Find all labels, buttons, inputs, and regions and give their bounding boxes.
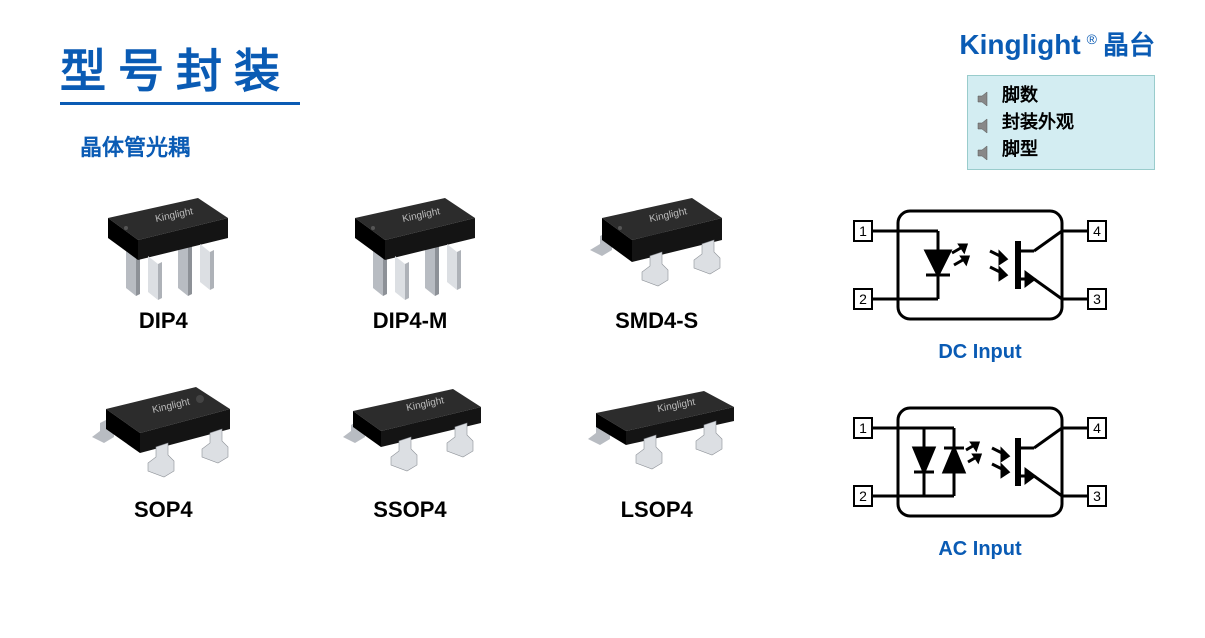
svg-text:1: 1: [859, 223, 867, 239]
package-label: SSOP4: [373, 497, 446, 523]
package-label: SMD4-S: [615, 308, 698, 334]
title-underline: [60, 102, 300, 105]
package-grid: Kinglight DIP4 Kinglight DIP4-M: [60, 170, 760, 523]
speaker-icon: [976, 88, 994, 104]
svg-text:1: 1: [859, 420, 867, 436]
package-render-ssop4: Kinglight: [325, 359, 495, 489]
speaker-icon: [976, 115, 994, 131]
circuit-ac: 1 2 4 3: [810, 392, 1150, 561]
brand-english: Kinglight: [959, 29, 1080, 61]
package-render-dip4: Kinglight: [78, 170, 248, 300]
brand-logo: Kinglight ® 晶台: [959, 25, 1155, 62]
circuit-area: 1 2 4 3: [810, 195, 1150, 589]
svg-text:3: 3: [1093, 291, 1101, 307]
package-cell-smd4s: Kinglight SMD4-S: [553, 170, 760, 334]
page-title: 型号封装: [60, 35, 292, 109]
brand-registered: ®: [1087, 31, 1097, 47]
svg-text:2: 2: [859, 488, 867, 504]
circuit-diagram-ac: 1 2 4 3: [850, 392, 1110, 532]
package-render-dip4m: Kinglight: [325, 170, 495, 300]
circuit-dc: 1 2 4 3: [810, 195, 1150, 364]
package-render-sop4: Kinglight: [78, 359, 248, 489]
package-cell-sop4: Kinglight SOP4: [60, 359, 267, 523]
svg-text:2: 2: [859, 291, 867, 307]
legend-label: 封装外观: [1002, 109, 1074, 136]
subtitle: 晶体管光耦: [80, 130, 190, 162]
package-label: DIP4-M: [373, 308, 448, 334]
legend-box: 脚数 封装外观 脚型: [967, 75, 1155, 170]
legend-row-leadtype: 脚型: [976, 136, 1146, 163]
package-label: LSOP4: [621, 497, 693, 523]
package-cell-dip4m: Kinglight DIP4-M: [307, 170, 514, 334]
package-label: SOP4: [134, 497, 193, 523]
package-label: DIP4: [139, 308, 188, 334]
package-cell-dip4: Kinglight DIP4: [60, 170, 267, 334]
svg-text:3: 3: [1093, 488, 1101, 504]
brand-chinese: 晶台: [1103, 25, 1155, 62]
package-cell-lsop4: Kinglight LSOP4: [553, 359, 760, 523]
circuit-label: DC Input: [938, 341, 1021, 364]
package-render-lsop4: Kinglight: [572, 359, 742, 489]
package-render-smd4s: Kinglight: [572, 170, 742, 300]
circuit-diagram-dc: 1 2 4 3: [850, 195, 1110, 335]
package-cell-ssop4: Kinglight SSOP4: [307, 359, 514, 523]
legend-row-package: 封装外观: [976, 109, 1146, 136]
svg-text:4: 4: [1093, 223, 1101, 239]
svg-text:4: 4: [1093, 420, 1101, 436]
circuit-label: AC Input: [938, 538, 1021, 561]
legend-row-pins: 脚数: [976, 82, 1146, 109]
speaker-icon: [976, 142, 994, 158]
legend-label: 脚型: [1002, 136, 1038, 163]
legend-label: 脚数: [1002, 82, 1038, 109]
